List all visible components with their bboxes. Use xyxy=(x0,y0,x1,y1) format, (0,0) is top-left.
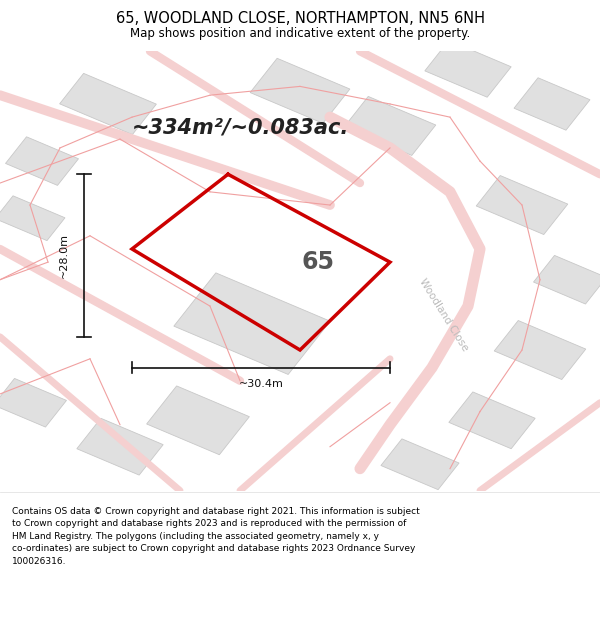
Text: Woodland Close: Woodland Close xyxy=(418,277,470,353)
Polygon shape xyxy=(174,273,330,374)
Polygon shape xyxy=(146,386,250,455)
Polygon shape xyxy=(77,418,163,475)
Polygon shape xyxy=(0,196,65,241)
Polygon shape xyxy=(514,78,590,130)
Polygon shape xyxy=(425,41,511,98)
Polygon shape xyxy=(533,256,600,304)
Polygon shape xyxy=(59,73,157,134)
Polygon shape xyxy=(5,137,79,186)
Text: ~28.0m: ~28.0m xyxy=(59,233,69,278)
Polygon shape xyxy=(250,58,350,123)
Polygon shape xyxy=(476,176,568,234)
Polygon shape xyxy=(494,321,586,379)
Text: ~30.4m: ~30.4m xyxy=(239,379,283,389)
Text: Map shows position and indicative extent of the property.: Map shows position and indicative extent… xyxy=(130,27,470,40)
Text: 65, WOODLAND CLOSE, NORTHAMPTON, NN5 6NH: 65, WOODLAND CLOSE, NORTHAMPTON, NN5 6NH xyxy=(115,11,485,26)
Polygon shape xyxy=(344,96,436,156)
Polygon shape xyxy=(449,392,535,449)
Text: Contains OS data © Crown copyright and database right 2021. This information is : Contains OS data © Crown copyright and d… xyxy=(12,507,420,566)
Text: 65: 65 xyxy=(302,250,335,274)
Text: ~334m²/~0.083ac.: ~334m²/~0.083ac. xyxy=(131,117,349,137)
Polygon shape xyxy=(381,439,459,489)
Polygon shape xyxy=(0,379,67,427)
